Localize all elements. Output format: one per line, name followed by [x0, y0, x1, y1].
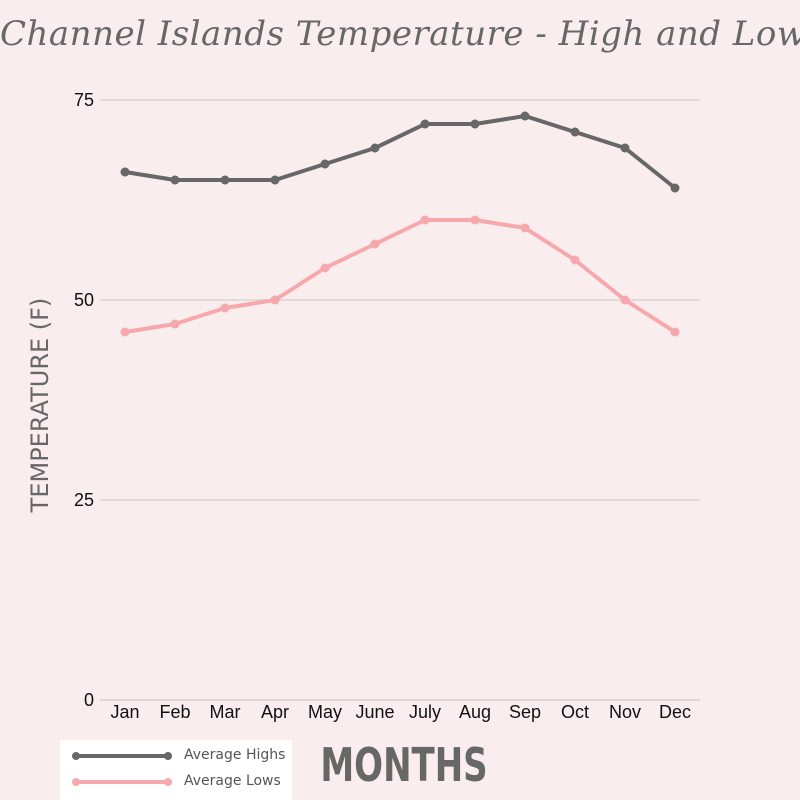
- data-point: [420, 119, 430, 129]
- x-tick-label: Sep: [509, 702, 541, 722]
- x-tick-label: June: [355, 702, 394, 722]
- data-point: [470, 119, 480, 129]
- x-tick-label: Oct: [561, 702, 589, 722]
- x-tick-label: Aug: [459, 702, 491, 722]
- data-point: [370, 239, 380, 249]
- data-point: [520, 223, 530, 233]
- data-point: [470, 215, 480, 225]
- legend-swatch-lows: [72, 778, 172, 786]
- x-tick-label: Mar: [210, 702, 241, 722]
- data-point: [120, 327, 130, 337]
- x-tick-label: Feb: [159, 702, 190, 722]
- y-tick-label: 75: [74, 90, 94, 110]
- x-tick-labels: Jan Feb Mar Apr May June July Aug Sep Oct Nov Dec: [110, 702, 691, 722]
- data-point: [670, 183, 680, 193]
- y-tick-label: 25: [74, 490, 94, 510]
- legend-item-highs: Average Highs: [60, 743, 292, 769]
- data-point: [670, 327, 680, 337]
- gridlines: [100, 99, 700, 701]
- y-tick-label: 0: [84, 690, 94, 710]
- series-line: [123, 218, 677, 334]
- series-layer: [120, 111, 680, 337]
- series-line: [123, 114, 677, 190]
- data-point: [320, 159, 330, 169]
- data-point: [270, 295, 280, 305]
- x-tick-label: Jan: [110, 702, 139, 722]
- data-point: [570, 255, 580, 265]
- chart-title: Channel Islands Temperature - High and L…: [0, 14, 800, 54]
- data-point: [320, 263, 330, 273]
- x-tick-label: Apr: [261, 702, 289, 722]
- y-tick-label: 50: [74, 290, 94, 310]
- legend-label-highs: Average Highs: [184, 747, 286, 763]
- legend-label-lows: Average Lows: [184, 773, 281, 789]
- data-point: [620, 295, 630, 305]
- legend: Average Highs Average Lows: [60, 740, 292, 800]
- legend-swatch-highs: [72, 752, 172, 760]
- x-tick-label: May: [308, 702, 342, 722]
- data-point: [620, 143, 630, 153]
- x-tick-label: Nov: [609, 702, 641, 722]
- chart-plot-area: 0 25 50 75 Jan Feb Mar Apr May June July Aug Sep Oct…: [74, 90, 700, 722]
- data-point: [570, 127, 580, 137]
- data-point: [420, 215, 430, 225]
- data-point: [170, 175, 180, 185]
- data-point: [520, 111, 530, 121]
- data-point: [120, 167, 130, 177]
- x-tick-label: July: [409, 702, 441, 722]
- y-tick-labels: 0 25 50 75: [74, 90, 94, 710]
- x-tick-label: Dec: [659, 702, 691, 722]
- data-point: [370, 143, 380, 153]
- data-point: [220, 303, 230, 313]
- data-point: [170, 319, 180, 329]
- x-axis-label: MONTHS: [320, 739, 488, 793]
- data-point: [270, 175, 280, 185]
- legend-item-lows: Average Lows: [60, 769, 292, 795]
- data-point: [220, 175, 230, 185]
- series-1: [120, 215, 680, 337]
- series-0: [120, 111, 680, 193]
